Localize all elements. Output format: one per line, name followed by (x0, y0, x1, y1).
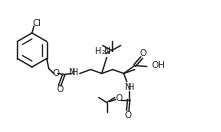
Text: N: N (69, 68, 75, 77)
Text: H: H (128, 83, 134, 92)
Text: N: N (125, 83, 131, 92)
Text: O: O (139, 49, 146, 58)
Text: O: O (52, 69, 59, 77)
Text: OH: OH (152, 62, 166, 70)
Text: O: O (115, 94, 122, 103)
Text: O: O (56, 85, 63, 94)
Text: Cl: Cl (32, 18, 42, 27)
Text: O: O (124, 111, 131, 120)
Text: ₂N: ₂N (102, 47, 111, 56)
Text: H: H (72, 68, 78, 77)
Text: H: H (95, 47, 101, 56)
